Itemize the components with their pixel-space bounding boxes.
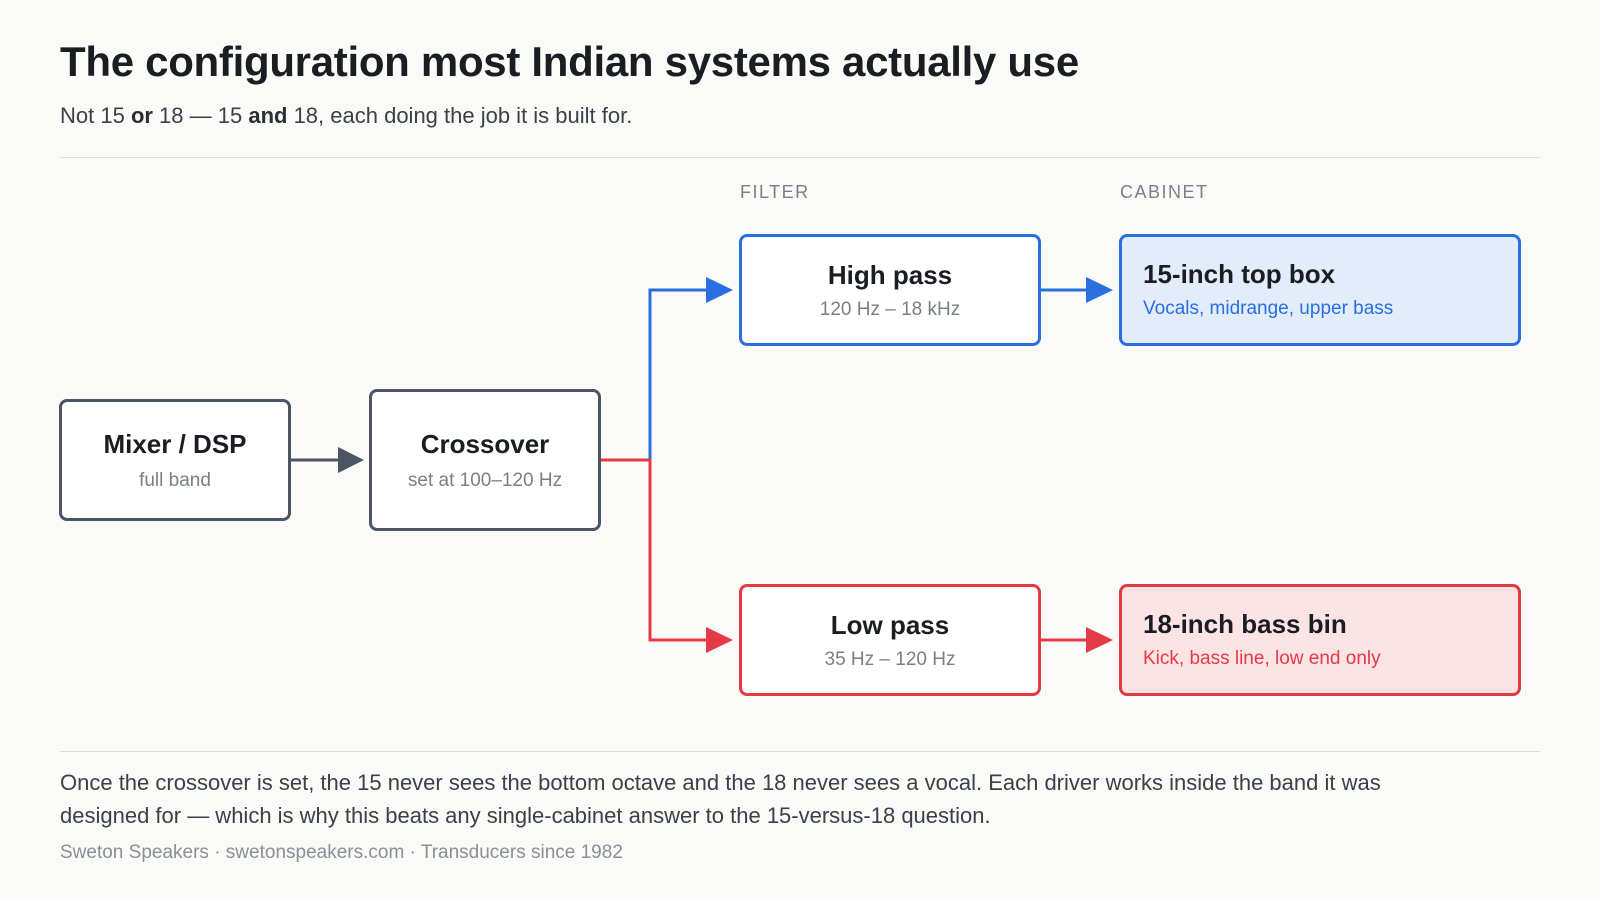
arrowhead-crossover xyxy=(338,447,364,473)
footer-credit: Sweton Speakers · swetonspeakers.com · T… xyxy=(60,842,623,863)
arrowhead-high-pass xyxy=(706,277,733,303)
node-subtitle: set at 100–120 Hz xyxy=(407,470,563,491)
node-title: High pass xyxy=(827,260,953,290)
node-18-inch-bass-bin: 18-inch bass bin Kick, bass line, low en… xyxy=(1119,584,1521,696)
connector-crossover-low-pass xyxy=(600,458,710,642)
node-subtitle: Vocals, midrange, upper bass xyxy=(1143,298,1394,319)
node-title: Mixer / DSP xyxy=(103,429,247,459)
node-subtitle: full band xyxy=(139,470,211,491)
divider-top xyxy=(60,157,1540,158)
node-15-inch-top-box: 15-inch top box Vocals, midrange, upper … xyxy=(1119,234,1521,346)
node-title: Low pass xyxy=(830,610,950,640)
column-label-cabinet: CABINET xyxy=(1120,182,1209,202)
subtitle-part: 18, each doing the job it is built for. xyxy=(287,103,633,128)
subtitle-emphasis-and: and xyxy=(248,103,288,128)
caption-text: Once the crossover is set, the 15 never … xyxy=(60,770,1381,828)
node-high-pass: High pass 120 Hz – 18 kHz xyxy=(739,234,1041,346)
node-crossover: Crossover set at 100–120 Hz xyxy=(369,389,601,531)
subtitle-part: 18 — 15 xyxy=(152,103,249,128)
node-title: 15-inch top box xyxy=(1143,259,1336,289)
subtitle-emphasis-or: or xyxy=(130,103,153,128)
node-mixer-dsp: Mixer / DSP full band xyxy=(59,399,291,521)
node-low-pass: Low pass 35 Hz – 120 Hz xyxy=(739,584,1041,696)
arrowhead-top-box xyxy=(1086,277,1113,303)
node-title: 18-inch bass bin xyxy=(1143,609,1347,639)
node-subtitle: 120 Hz – 18 kHz xyxy=(819,299,961,320)
divider-bottom xyxy=(60,751,1540,752)
page-title: The configuration most Indian systems ac… xyxy=(60,38,1079,85)
connector-crossover-high-pass xyxy=(600,288,710,462)
arrowhead-bass-bin xyxy=(1086,627,1113,653)
page-subtitle: Not 15 or 18 — 15 and 18, each doing the… xyxy=(60,103,632,129)
node-subtitle: 35 Hz – 120 Hz xyxy=(824,649,956,670)
subtitle-part: Not 15 xyxy=(60,103,131,128)
column-label-filter: FILTER xyxy=(740,182,810,202)
node-subtitle: Kick, bass line, low end only xyxy=(1143,648,1381,669)
arrowhead-low-pass xyxy=(706,627,733,653)
node-title: Crossover xyxy=(420,429,550,459)
